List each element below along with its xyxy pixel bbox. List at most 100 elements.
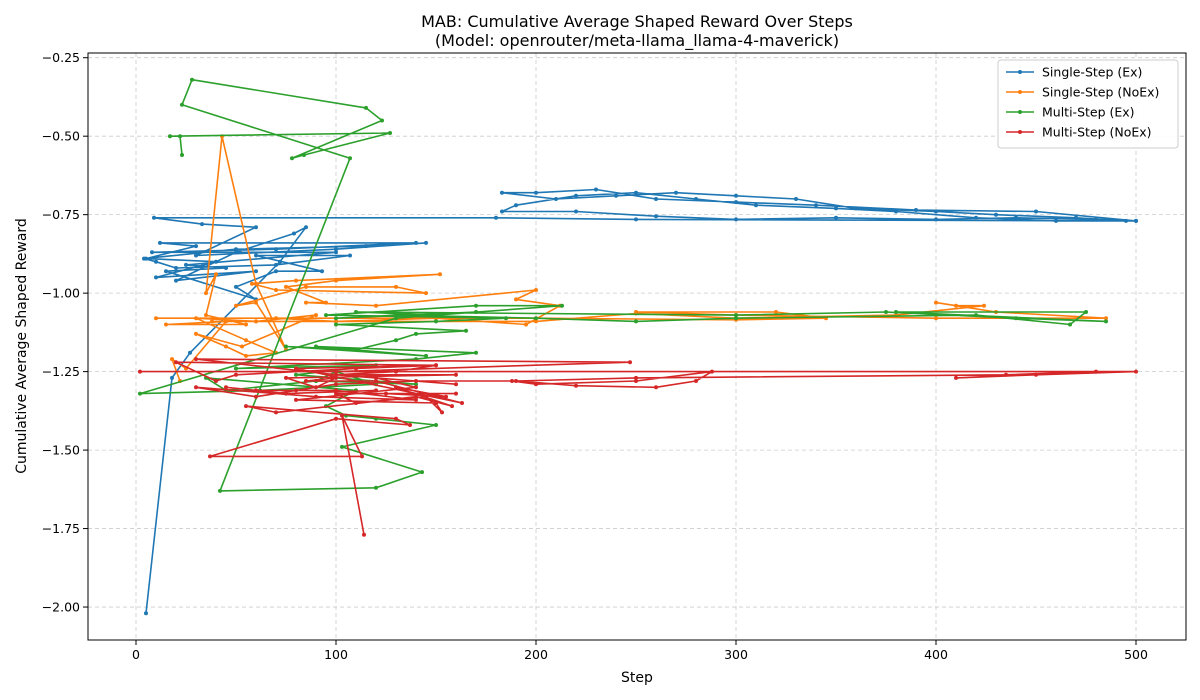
data-point bbox=[934, 217, 938, 222]
data-point bbox=[284, 391, 288, 396]
data-point bbox=[334, 416, 338, 421]
data-point bbox=[274, 262, 278, 267]
series-1 bbox=[142, 187, 1138, 616]
data-point bbox=[294, 397, 298, 402]
data-point bbox=[914, 208, 918, 212]
data-point bbox=[634, 190, 638, 195]
data-point bbox=[414, 240, 418, 245]
data-point bbox=[454, 382, 458, 387]
data-point bbox=[440, 410, 444, 415]
data-point bbox=[274, 316, 278, 321]
data-point bbox=[294, 366, 298, 371]
x-tick-label: 200 bbox=[524, 647, 548, 662]
data-point bbox=[710, 369, 714, 374]
data-point bbox=[184, 262, 188, 267]
data-point bbox=[190, 77, 194, 82]
data-point bbox=[438, 272, 442, 277]
data-point bbox=[334, 375, 338, 380]
data-point bbox=[360, 454, 364, 459]
data-point bbox=[628, 360, 632, 365]
data-point bbox=[414, 397, 418, 402]
data-point bbox=[574, 209, 578, 214]
data-point bbox=[954, 303, 958, 308]
data-point bbox=[334, 247, 338, 252]
data-point bbox=[244, 404, 248, 409]
data-point bbox=[340, 413, 344, 418]
data-point bbox=[250, 281, 254, 286]
data-point bbox=[1074, 215, 1078, 220]
data-point bbox=[974, 313, 978, 318]
legend-box bbox=[997, 59, 1179, 149]
y-tick-label: −1.75 bbox=[42, 521, 80, 536]
data-point bbox=[254, 253, 258, 258]
data-point bbox=[164, 269, 168, 274]
data-point bbox=[374, 485, 378, 490]
data-point bbox=[214, 259, 218, 264]
data-point bbox=[460, 401, 464, 405]
data-point bbox=[294, 278, 298, 283]
data-point bbox=[374, 379, 378, 383]
data-point bbox=[334, 322, 338, 327]
data-point bbox=[170, 375, 174, 380]
data-point bbox=[654, 197, 658, 201]
data-point bbox=[244, 322, 248, 327]
data-point bbox=[560, 303, 564, 308]
data-point bbox=[534, 288, 538, 292]
data-point bbox=[374, 375, 378, 380]
data-point bbox=[354, 310, 358, 314]
data-point bbox=[554, 197, 558, 201]
data-point bbox=[194, 316, 198, 321]
data-point bbox=[674, 190, 678, 195]
data-point bbox=[734, 217, 738, 222]
data-point bbox=[354, 401, 358, 405]
x-axis-label: Step bbox=[621, 670, 653, 686]
data-point bbox=[302, 153, 306, 157]
data-point bbox=[254, 319, 258, 324]
data-point bbox=[734, 193, 738, 198]
data-point bbox=[234, 284, 238, 289]
data-point bbox=[524, 322, 528, 327]
data-point bbox=[174, 266, 178, 270]
data-point bbox=[234, 372, 238, 377]
data-point bbox=[834, 215, 838, 220]
data-point bbox=[414, 385, 418, 390]
data-point bbox=[694, 197, 698, 201]
data-point bbox=[894, 209, 898, 214]
data-point bbox=[934, 209, 938, 214]
x-tick-label: 500 bbox=[1124, 647, 1148, 662]
data-point bbox=[274, 269, 278, 274]
data-point bbox=[292, 231, 296, 236]
data-point bbox=[934, 300, 938, 305]
data-point bbox=[614, 193, 618, 198]
data-point bbox=[178, 134, 182, 139]
data-point bbox=[394, 316, 398, 321]
data-point bbox=[204, 313, 208, 318]
data-point bbox=[254, 269, 258, 274]
x-tick-label: 0 bbox=[132, 647, 140, 662]
data-point bbox=[304, 284, 308, 289]
data-point bbox=[534, 382, 538, 387]
data-point bbox=[514, 379, 518, 383]
data-point bbox=[450, 404, 454, 409]
data-point bbox=[634, 379, 638, 383]
data-point bbox=[494, 215, 498, 220]
data-point bbox=[854, 206, 858, 211]
data-point bbox=[334, 278, 338, 283]
data-point bbox=[514, 203, 518, 208]
data-point bbox=[254, 281, 258, 286]
data-point bbox=[314, 313, 318, 318]
data-point bbox=[208, 454, 212, 459]
data-point bbox=[218, 488, 222, 493]
legend-marker bbox=[1018, 90, 1022, 94]
data-point bbox=[204, 291, 208, 296]
data-point bbox=[414, 379, 418, 383]
data-point bbox=[1104, 316, 1108, 321]
data-point bbox=[224, 344, 228, 349]
data-point bbox=[254, 300, 258, 305]
data-point bbox=[284, 284, 288, 289]
x-tick-label: 300 bbox=[724, 647, 748, 662]
data-point bbox=[224, 385, 228, 390]
data-point bbox=[254, 394, 258, 399]
data-point bbox=[594, 187, 598, 192]
